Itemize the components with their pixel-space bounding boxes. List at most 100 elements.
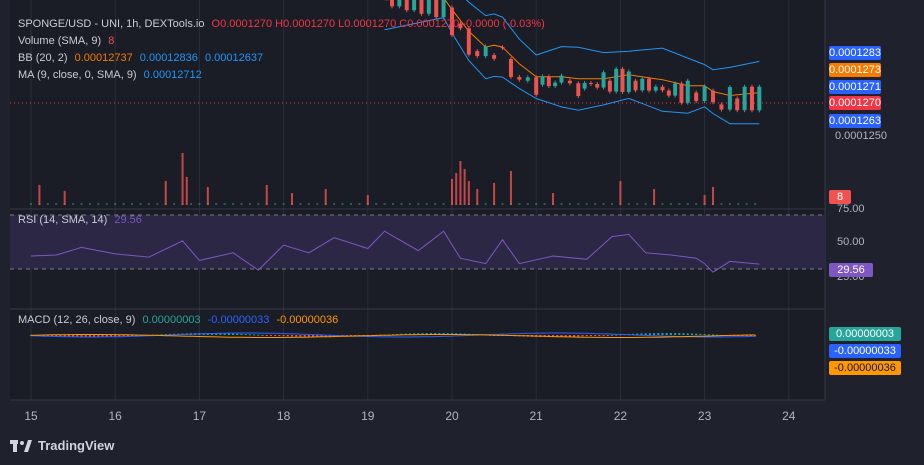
volume-bar-small (686, 203, 689, 205)
volume-bar-small (535, 203, 538, 205)
tag-macd-hist: 0.00000003 (829, 327, 901, 341)
bb-basis-value: 0.00012737 (74, 52, 133, 64)
macd-hist-bar (55, 335, 58, 337)
macd-hist-bar (610, 334, 613, 336)
volume-bar-small (737, 203, 740, 205)
macd-hist-bar (261, 334, 264, 336)
volume-bar-small (669, 203, 672, 205)
macd-hist-bar (547, 335, 550, 337)
tag-ma: 0.0001271 (829, 80, 881, 94)
macd-hist-bar (97, 335, 100, 337)
volume-bar-small (745, 203, 748, 205)
tradingview-logo[interactable]: TradingView (10, 438, 114, 453)
volume-bar-small (585, 203, 588, 205)
volume-bar-small (678, 203, 681, 205)
macd-hist-bar (661, 333, 664, 335)
volume-bar (509, 171, 512, 205)
volume-bar-small (627, 203, 630, 205)
volume-bar-small (501, 203, 504, 205)
volume-bar-small (526, 203, 529, 205)
volume-bar-small (594, 203, 597, 205)
volume-bar-small (434, 203, 437, 205)
rsi-band (10, 215, 825, 269)
volume-bar-small (46, 203, 49, 205)
candle (517, 77, 522, 80)
legend-macd[interactable]: MACD (12, 26, close, 9) 0.00000003 -0.00… (18, 312, 342, 328)
volume-bar-small (232, 203, 235, 205)
volume-bar (181, 153, 184, 205)
candle (475, 51, 480, 57)
macd-hist-bar (30, 334, 32, 336)
macd-hist-bar (114, 335, 117, 337)
volume-bar-small (392, 203, 395, 205)
volume-bar-small (754, 203, 757, 205)
candle (757, 86, 762, 111)
macd-hist-bar (703, 334, 706, 336)
tag-bb-upper: 0.0001283 (829, 46, 881, 60)
macd-hist-bar (560, 335, 563, 337)
macd-hist-bar (573, 335, 576, 337)
candle (483, 46, 488, 57)
volume-bar-small (333, 203, 336, 205)
candle (620, 68, 625, 92)
volume-value: 8 (108, 35, 115, 47)
macd-signal-line (30, 334, 756, 338)
volume-bar-small (610, 203, 613, 205)
macd-hist-bar (84, 335, 87, 337)
candle (660, 86, 665, 91)
macd-line-value: -0.00000033 (207, 314, 270, 326)
volume-bar-small (240, 203, 243, 205)
macd-hist-bar (421, 333, 424, 335)
candle (390, 0, 395, 7)
volume-bar-small (341, 203, 344, 205)
volume-bar (552, 193, 555, 205)
macd-hist-bar (265, 335, 268, 336)
candle (458, 23, 463, 29)
legend-bb[interactable]: BB (20, 2) 0.00012737 0.00012836 0.00012… (18, 50, 267, 66)
tag-bb-lower: 0.0001263 (829, 114, 881, 128)
volume-bar (467, 181, 470, 205)
candle (614, 68, 619, 92)
candle (647, 78, 652, 91)
volume-bar-small (602, 203, 605, 205)
macd-hist-bar (160, 334, 163, 336)
volume-bar-small (215, 203, 218, 205)
x-tick-20: 20 (445, 409, 459, 423)
legend-rsi[interactable]: RSI (14, SMA, 14) 29.56 (18, 212, 146, 228)
volume-bar-small (139, 203, 142, 205)
volume-label: Volume (SMA, 9) (18, 35, 102, 47)
macd-hist-bar (312, 335, 315, 337)
legend-ma[interactable]: MA (9, close, 0, SMA, 9) 0.00012712 (18, 67, 206, 83)
footer-brand: TradingView (38, 438, 115, 453)
candle (727, 87, 732, 110)
candle (404, 0, 409, 11)
macd-hist-bar (211, 333, 214, 335)
macd-hist-bar (76, 335, 79, 337)
legend-volume[interactable]: Volume (SMA, 9) 8 (18, 33, 118, 49)
candle (553, 82, 558, 87)
volume-bar-small (189, 203, 192, 205)
candle (749, 86, 754, 111)
x-tick-15: 15 (24, 409, 38, 423)
candle (666, 90, 671, 96)
candle (508, 59, 513, 78)
macd-hist-bar (278, 335, 281, 336)
macd-hist-bar (665, 333, 668, 335)
macd-hist-bar (699, 333, 702, 335)
tag-rsi: 29.56 (829, 263, 873, 277)
macd-hist-bar (227, 333, 230, 335)
price-axis-label: 0.0001250 (835, 130, 887, 142)
volume-bar-small (417, 203, 420, 205)
volume-bar (703, 195, 706, 205)
candle (673, 83, 678, 96)
macd-hist-bar (324, 335, 327, 337)
bb-label: BB (20, 2) (18, 52, 68, 64)
macd-hist-bar (59, 335, 62, 337)
volume-bar-small (30, 203, 32, 205)
candle (434, 0, 439, 18)
volume-bar-small (728, 203, 731, 205)
candle (702, 86, 707, 102)
macd-hist-bar (286, 335, 289, 337)
macd-hist-bar (109, 335, 112, 337)
macd-hist-bar (46, 335, 49, 336)
